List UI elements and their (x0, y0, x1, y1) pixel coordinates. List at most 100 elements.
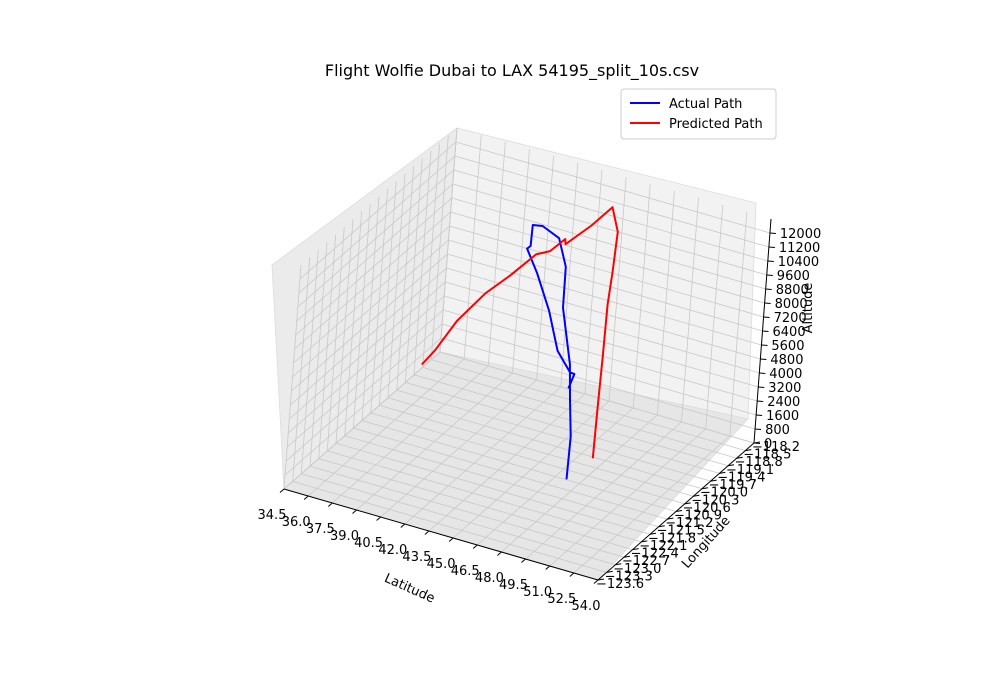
grid-line-z-left (288, 295, 445, 434)
x-tick-label: 42.0 (378, 543, 407, 558)
x-tick-label: 52.5 (547, 592, 576, 607)
y-tick-mark (615, 563, 622, 566)
y-tick-label: −120.6 (683, 501, 731, 516)
y-tick-mark (736, 456, 743, 459)
legend: Actual Path Predicted Path (620, 88, 777, 140)
legend-label-actual: Actual Path (669, 97, 742, 112)
z-tick-label: 10400 (778, 255, 819, 270)
y-tick-mark (667, 517, 674, 520)
z-tick-mark (765, 288, 772, 290)
z-tick-label: 8800 (776, 283, 809, 298)
y-tick-mark (658, 525, 665, 528)
grid-line-z-back (440, 337, 756, 430)
grid-line-y-floor (292, 481, 607, 573)
grid-line-z-back (455, 141, 771, 234)
x-tick-label: 40.5 (354, 536, 383, 551)
grid-line-y-floor (327, 450, 642, 543)
y-tick-label: −120.9 (674, 509, 722, 524)
x-tick-mark (376, 516, 381, 521)
grid-line-z-back (453, 169, 768, 262)
z-tick-label: 8000 (775, 297, 808, 312)
x-tick-label: 51.0 (523, 585, 552, 600)
z-tick-label: 7200 (774, 311, 807, 326)
grid-line-z-back (450, 211, 765, 304)
grid-line-z-left (284, 337, 442, 476)
x-tick-mark (569, 572, 575, 577)
grid-line-z-left (290, 267, 447, 406)
y-tick-mark (649, 532, 657, 535)
y-tick-mark (693, 494, 700, 497)
y-tick-label: −119.4 (717, 470, 765, 485)
x-tick-label: 48.0 (475, 571, 504, 586)
x-tick-label: 37.5 (306, 522, 335, 537)
grid-line-y-floor (405, 382, 720, 474)
y-tick-label: −122.4 (631, 547, 679, 562)
z-tick-mark (753, 442, 761, 444)
z-tick-mark (762, 330, 769, 332)
y-tick-mark (606, 570, 613, 573)
x-tick-mark (303, 495, 309, 500)
grid-line-y-floor (353, 427, 668, 520)
grid-line-z-back (444, 295, 759, 388)
z-tick-mark (769, 232, 776, 234)
x-axis-line (283, 488, 599, 581)
y-tick-mark (597, 578, 605, 581)
x-tick-label: 49.5 (499, 578, 528, 593)
z-tick-mark (764, 302, 771, 304)
x-axis-label: Latitude (382, 571, 437, 606)
grid-line-z-back (441, 323, 757, 416)
chart-title: Flight Wolfie Dubai to LAX 54195_split_1… (325, 61, 699, 81)
z-tick-label: 6400 (773, 325, 806, 340)
y-tick-label: −120.3 (691, 493, 739, 508)
x-tick-mark (497, 551, 502, 556)
z-tick-mark (755, 428, 762, 430)
actual-path-line (526, 224, 576, 480)
z-tick-label: 4800 (770, 353, 803, 368)
grid-line-y-floor (431, 359, 746, 451)
x-tick-mark (352, 509, 357, 514)
grid-line-y-floor (344, 435, 659, 528)
grid-line-z-left (296, 183, 454, 322)
grid-line-y-floor (301, 473, 616, 566)
grid-line-z-left (285, 323, 443, 462)
x-tick-mark (400, 523, 406, 528)
grid-line-z-back (445, 281, 760, 374)
z-tick-mark (768, 246, 775, 248)
y-tick-label: −118.5 (743, 448, 791, 463)
y-tick-label: −118.2 (752, 440, 800, 455)
y-tick-mark (641, 540, 648, 543)
grid-line-y-floor (422, 366, 737, 459)
grid-line-y-floor (396, 389, 711, 482)
x-tick-label: 39.0 (330, 529, 359, 544)
z-tick-mark (758, 386, 765, 388)
y-tick-label: −121.5 (657, 524, 705, 539)
y-tick-label: −120.0 (700, 486, 748, 501)
z-tick-mark (767, 260, 774, 262)
y-tick-label: −119.7 (709, 478, 757, 493)
grid-line-y-floor (309, 465, 625, 558)
y-tick-label: −118.8 (735, 455, 783, 470)
z-axis-label: Altitude (801, 283, 816, 334)
y-tick-mark (710, 479, 717, 482)
z-tick-mark (757, 400, 764, 402)
grid-line-y-floor (318, 458, 633, 550)
x-tick-label: 54.0 (572, 599, 601, 614)
grid-line-y-floor (335, 442, 651, 535)
tick-labels: 34.536.037.539.040.542.043.545.046.548.0… (258, 227, 822, 614)
z-tick-mark (759, 372, 766, 374)
y-tick-label: −122.7 (622, 554, 670, 569)
grid-line-y-floor (361, 420, 677, 512)
z-tick-label: 800 (765, 423, 790, 438)
legend-box (620, 88, 777, 140)
grid-line-z-left (291, 253, 448, 392)
z-tick-label: 12000 (780, 227, 821, 242)
y-tick-label: −123.6 (596, 577, 644, 592)
z-tick-mark (766, 274, 773, 276)
grid-line-z-left (293, 225, 450, 364)
z-tick-label: 0 (764, 437, 772, 452)
z-tick-mark (761, 344, 768, 346)
x-tick-mark (279, 488, 285, 493)
x-tick-mark (472, 544, 478, 549)
y-tick-mark (719, 471, 726, 474)
x-tick-mark (448, 537, 454, 542)
